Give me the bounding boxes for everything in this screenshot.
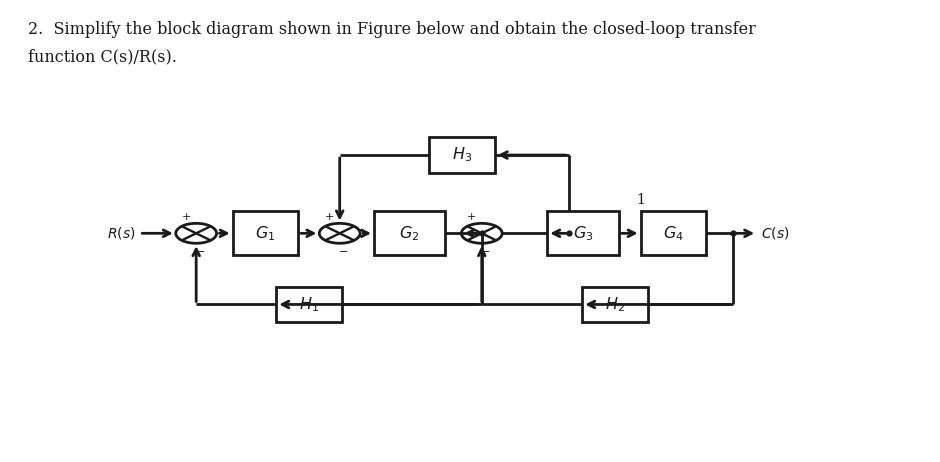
- Text: $G_1$: $G_1$: [255, 224, 275, 243]
- Text: $G_4$: $G_4$: [663, 224, 683, 243]
- FancyBboxPatch shape: [640, 211, 706, 255]
- Text: $R(s)$: $R(s)$: [107, 225, 135, 241]
- Text: +: +: [467, 213, 477, 222]
- Text: +: +: [181, 213, 191, 222]
- Text: $C(s)$: $C(s)$: [760, 225, 790, 241]
- Text: function C(s)/R(s).: function C(s)/R(s).: [28, 49, 177, 66]
- Text: −: −: [481, 247, 491, 257]
- Text: $H_1$: $H_1$: [299, 295, 319, 314]
- Text: $H_3$: $H_3$: [452, 146, 472, 164]
- Text: −: −: [339, 247, 349, 257]
- FancyBboxPatch shape: [374, 211, 446, 255]
- Text: $H_2$: $H_2$: [605, 295, 625, 314]
- Text: +: +: [325, 213, 335, 222]
- FancyBboxPatch shape: [232, 211, 298, 255]
- Text: $G_2$: $G_2$: [400, 224, 420, 243]
- FancyBboxPatch shape: [547, 211, 619, 255]
- FancyBboxPatch shape: [276, 286, 342, 322]
- Text: −: −: [196, 247, 205, 257]
- FancyBboxPatch shape: [430, 137, 494, 173]
- Text: 1: 1: [636, 193, 645, 207]
- Text: $G_3$: $G_3$: [572, 224, 593, 243]
- Text: 2.  Simplify the block diagram shown in Figure below and obtain the closed-loop : 2. Simplify the block diagram shown in F…: [28, 21, 756, 38]
- FancyBboxPatch shape: [582, 286, 648, 322]
